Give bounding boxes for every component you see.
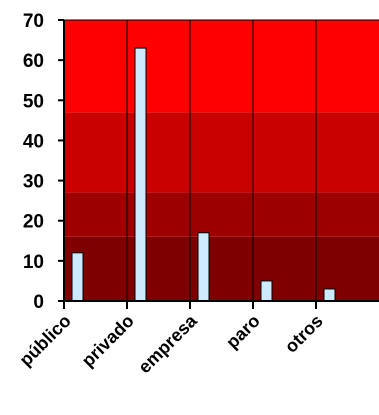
x-tick-label-otros: otros: [281, 311, 327, 357]
y-tick-label-30: 30: [23, 172, 44, 193]
background-band-2: [64, 192, 379, 237]
bar-privado: [134, 47, 147, 302]
y-tick-label-40: 40: [23, 131, 44, 152]
x-tick-label-paro: paro: [222, 311, 264, 353]
x-tick-label-privado: privado: [78, 311, 138, 371]
bar-otros: [323, 288, 336, 302]
category-dividers: [126, 20, 317, 301]
y-tick-label-0: 0: [33, 292, 44, 313]
bar-paro: [260, 280, 273, 302]
y-tick-label-20: 20: [23, 212, 44, 233]
bar-empresa: [197, 232, 210, 302]
plot-background-bands: [64, 20, 379, 301]
axes: [60, 19, 379, 302]
y-axis-ticks: 0 10 20 30 40 50 60 70: [23, 11, 64, 313]
x-tick-label-empresa: empresa: [134, 310, 201, 377]
bar-público: [71, 252, 84, 302]
x-tick-label-público: público: [15, 311, 74, 370]
y-tick-label-10: 10: [23, 252, 44, 273]
y-tick-label-70: 70: [23, 11, 44, 32]
y-tick-label-50: 50: [23, 91, 44, 112]
y-tick-label-60: 60: [23, 51, 44, 72]
background-band-3: [64, 112, 379, 193]
background-band-4: [64, 20, 379, 113]
